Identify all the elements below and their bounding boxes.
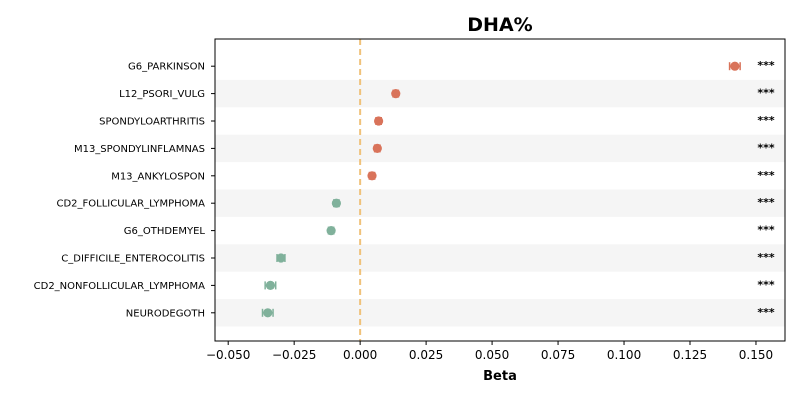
row-band bbox=[215, 189, 785, 217]
x-tick-label: −0.025 bbox=[272, 348, 316, 362]
x-tick-label: 0.150 bbox=[739, 348, 773, 362]
row-bands bbox=[215, 79, 785, 327]
significance-labels: *** *** *** *** *** *** *** *** *** *** bbox=[757, 59, 775, 319]
x-tick-label: 0.025 bbox=[409, 348, 443, 362]
significance-label: *** bbox=[757, 251, 775, 264]
y-tick-label: M13_SPONDYLINFLAMNAS bbox=[74, 144, 205, 155]
y-axis: G6_PARKINSON L12_PSORI_VULG SPONDYLOARTHRI… bbox=[34, 62, 215, 319]
y-tick-label: SPONDYLOARTHRITIS bbox=[99, 117, 205, 128]
significance-label: *** bbox=[757, 141, 775, 154]
significance-label: *** bbox=[757, 306, 775, 319]
y-tick-label: NEURODEGOTH bbox=[126, 308, 205, 319]
significance-label: *** bbox=[757, 59, 775, 72]
x-tick-label: 0.000 bbox=[343, 348, 377, 362]
x-tick-label: −0.050 bbox=[206, 348, 250, 362]
x-tick-label: 0.050 bbox=[475, 348, 509, 362]
row-band bbox=[215, 244, 785, 272]
data-point bbox=[367, 171, 377, 181]
data-point bbox=[326, 226, 336, 236]
significance-label: *** bbox=[757, 278, 775, 291]
row-band bbox=[215, 79, 785, 108]
x-axis-label: Beta bbox=[483, 369, 517, 384]
y-tick-label: G6_OTHDEMYEL bbox=[124, 226, 206, 237]
data-point bbox=[263, 308, 273, 318]
data-point bbox=[730, 61, 740, 71]
significance-label: *** bbox=[757, 87, 775, 100]
data-point bbox=[276, 253, 286, 263]
y-tick-label: CD2_FOLLICULAR_LYMPHOMA bbox=[56, 199, 205, 210]
x-tick-label: 0.100 bbox=[607, 348, 641, 362]
significance-label: *** bbox=[757, 169, 775, 182]
y-tick-label: CD2_NONFOLLICULAR_LYMPHOMA bbox=[34, 281, 206, 292]
x-tick-label: 0.125 bbox=[673, 348, 707, 362]
significance-label: *** bbox=[757, 196, 775, 209]
y-tick-label: L12_PSORI_VULG bbox=[119, 89, 205, 100]
data-point bbox=[374, 116, 384, 126]
significance-label: *** bbox=[757, 224, 775, 237]
data-point bbox=[372, 143, 382, 153]
y-tick-label: G6_PARKINSON bbox=[128, 62, 205, 73]
x-tick-label: 0.075 bbox=[541, 348, 575, 362]
row-band bbox=[215, 299, 785, 327]
plot-frame bbox=[214, 38, 786, 342]
x-axis: −0.050 −0.025 0.000 0.025 0.050 0.075 0.100 0.1… bbox=[206, 341, 773, 362]
y-tick-label: M13_ANKYLOSPON bbox=[111, 171, 205, 182]
data-point bbox=[331, 198, 341, 208]
data-point bbox=[391, 89, 401, 99]
significance-label: *** bbox=[757, 114, 775, 127]
data-marks bbox=[261, 61, 741, 318]
y-tick-label: C_DIFFICILE_ENTEROCOLITIS bbox=[61, 254, 205, 265]
row-band bbox=[215, 134, 785, 163]
data-point bbox=[265, 280, 276, 290]
chart-title: DHA% bbox=[467, 14, 532, 36]
